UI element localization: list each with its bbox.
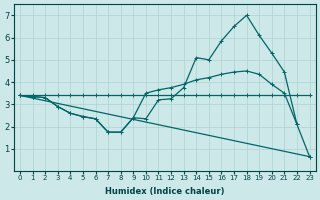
X-axis label: Humidex (Indice chaleur): Humidex (Indice chaleur)	[105, 187, 225, 196]
